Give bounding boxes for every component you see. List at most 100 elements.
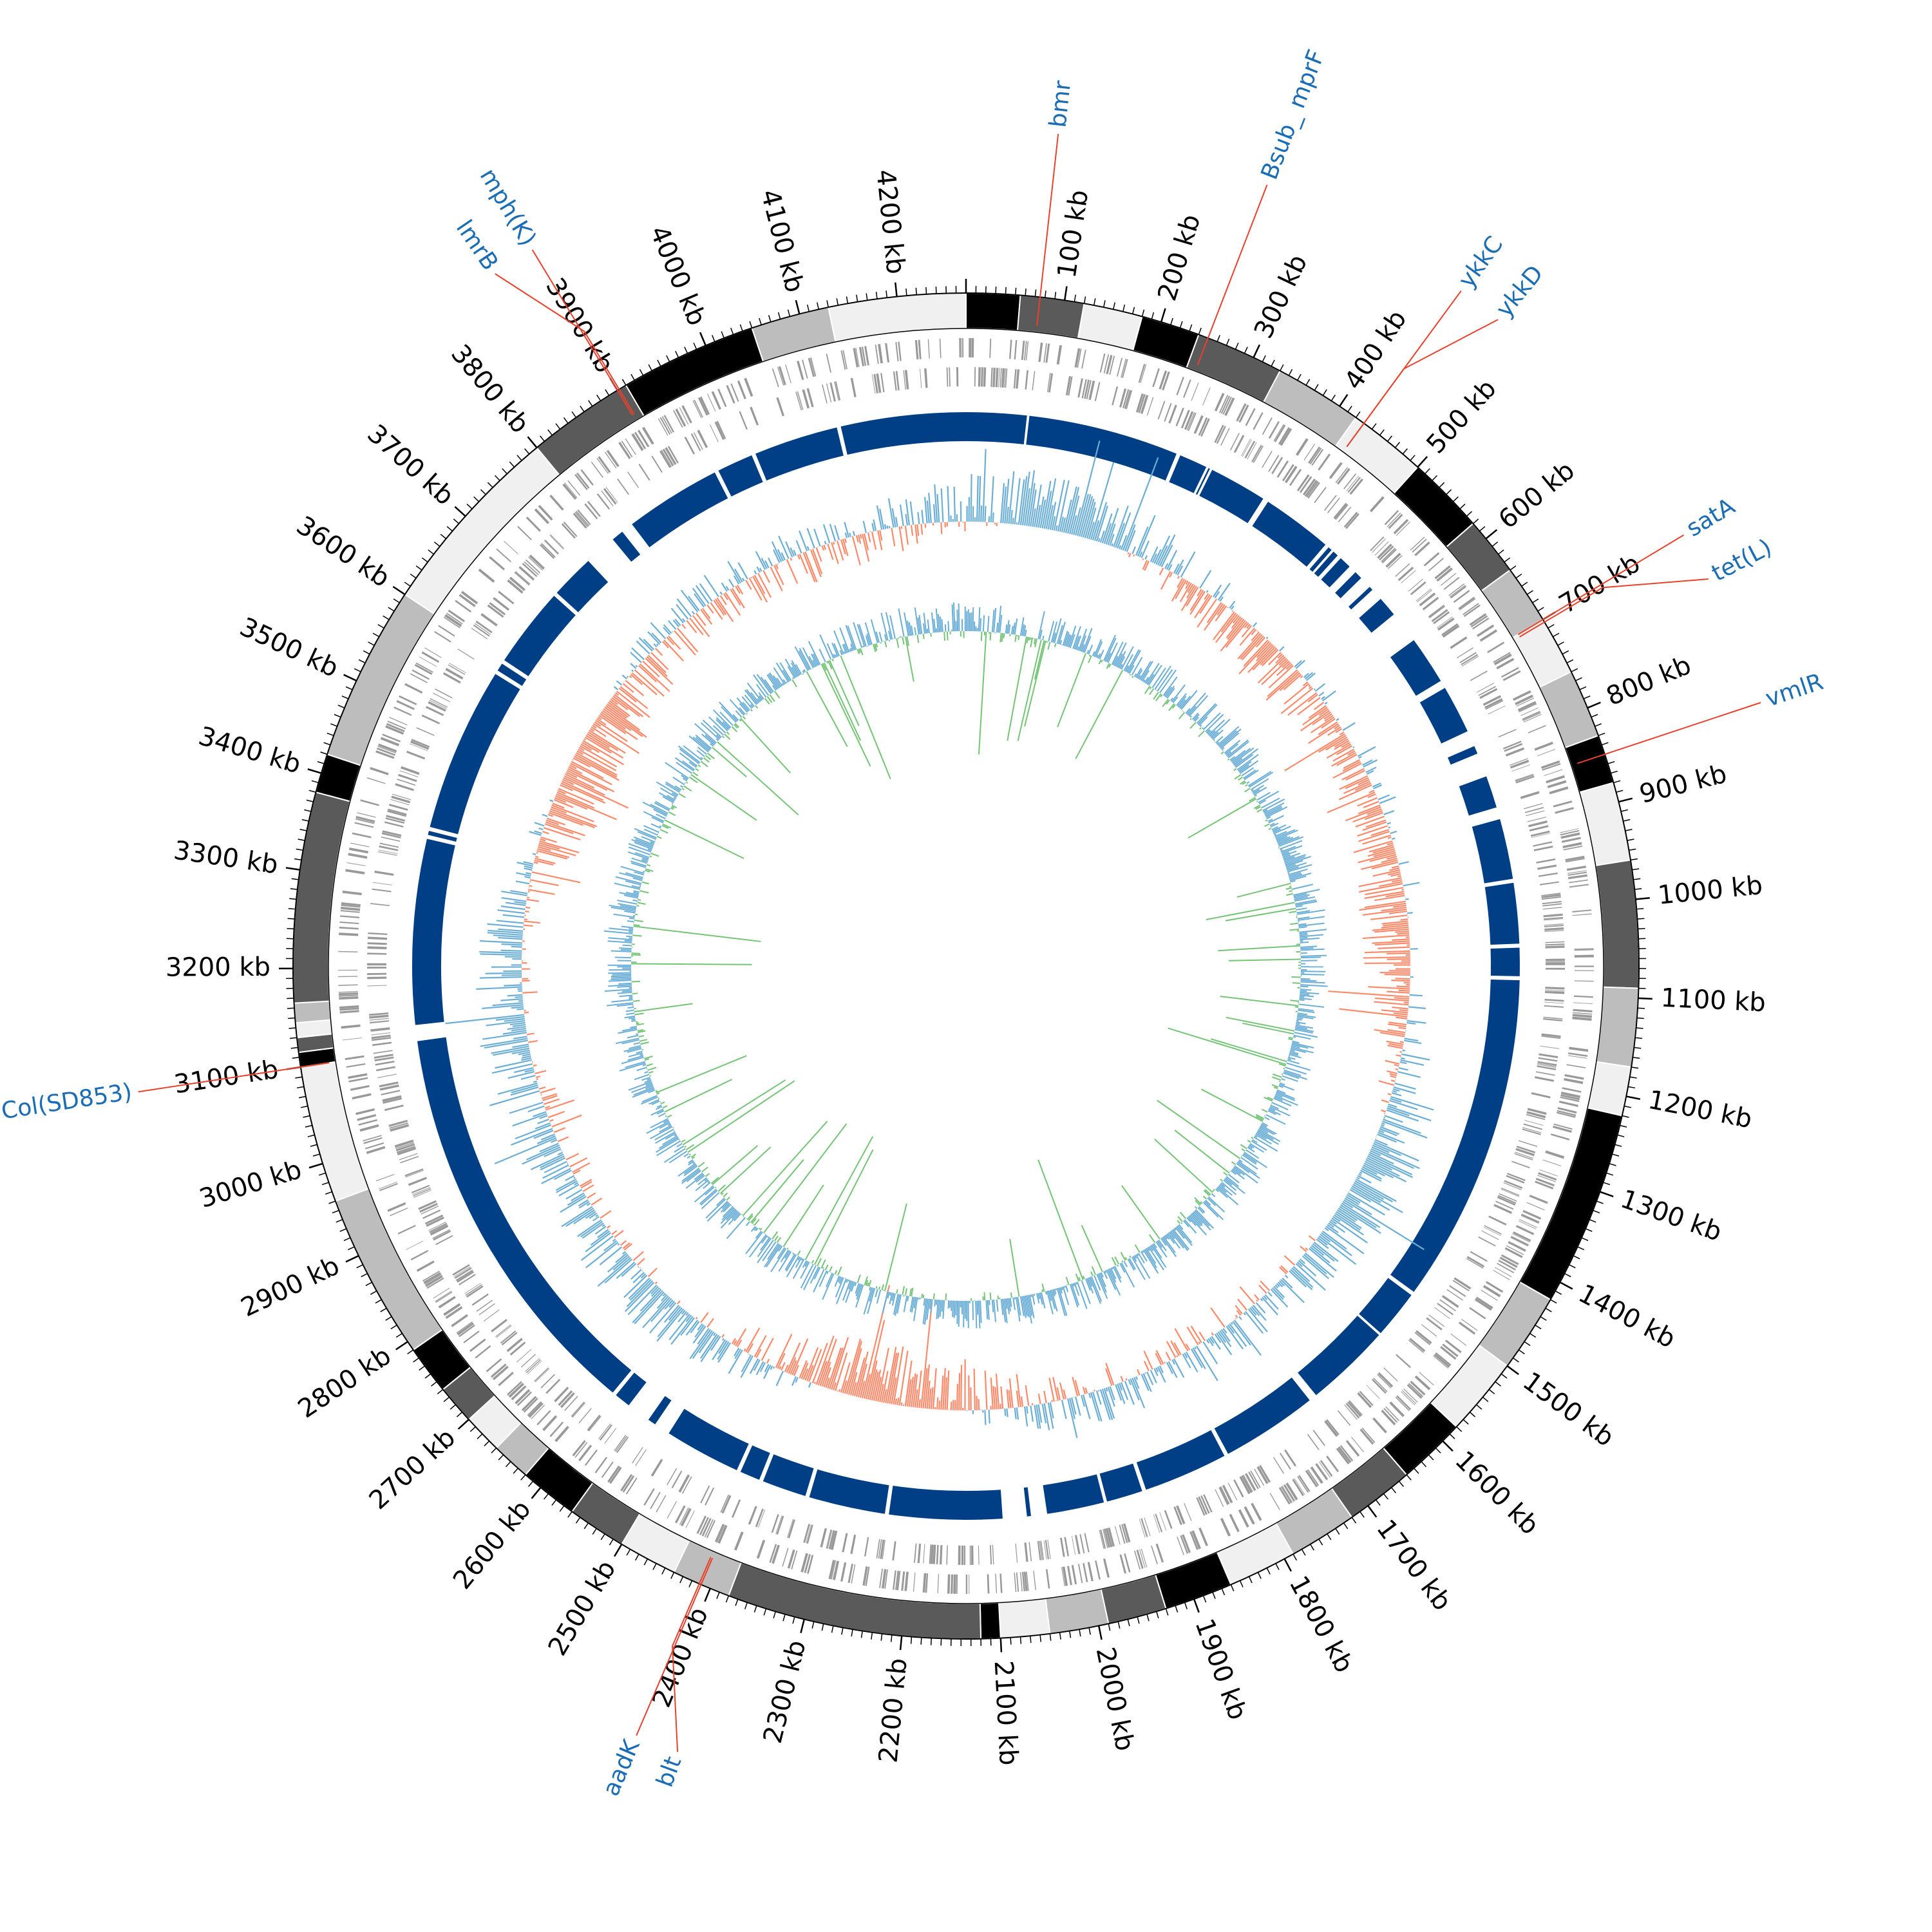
minor-tick <box>433 542 440 547</box>
gc-content-bar <box>1313 701 1325 710</box>
gc-skew-bar <box>736 697 750 712</box>
cds-mark <box>700 1485 710 1504</box>
gc-content-bar <box>1255 1302 1266 1314</box>
cds-mark <box>562 483 577 500</box>
gc-skew-bar <box>603 930 633 934</box>
gc-skew-bar <box>1088 644 1094 655</box>
gc-content-bar <box>1217 604 1226 616</box>
gc-content-bar <box>630 652 642 663</box>
gc-skew-bar <box>722 735 725 739</box>
gc-skew-bar <box>1224 1178 1233 1186</box>
gc-content-bar <box>1139 551 1143 558</box>
cds-mark <box>1218 395 1229 413</box>
blast-hit <box>740 1445 770 1480</box>
gc-skew-bar <box>1128 665 1135 674</box>
gene-label: satA <box>1682 493 1740 542</box>
minor-tick <box>453 518 460 524</box>
gc-content-bar <box>523 861 534 866</box>
gene-label-leader <box>138 1062 330 1093</box>
gc-skew-bar <box>1111 641 1124 665</box>
gc-content-bar <box>534 830 542 835</box>
minor-tick <box>1034 289 1037 297</box>
cds-mark <box>1515 773 1534 781</box>
gc-content-bar <box>815 1336 835 1385</box>
gc-skew-bar <box>1300 989 1312 991</box>
minor-tick <box>368 641 375 646</box>
cds-mark <box>1222 396 1232 415</box>
gc-content-bar <box>1388 1103 1397 1108</box>
gc-skew-bar <box>625 872 643 878</box>
gc-skew-bar <box>1300 956 1321 959</box>
gc-content-bar <box>1270 1289 1289 1308</box>
cds-mark <box>1545 967 1565 970</box>
gc-content-bar <box>1141 1374 1150 1391</box>
gc-content-bar <box>1159 1365 1164 1374</box>
cds-mark <box>778 366 786 386</box>
cds-mark <box>1572 1014 1592 1018</box>
gc-content-bar <box>1283 1255 1296 1266</box>
gc-skew-bar <box>1289 911 1297 914</box>
cds-mark <box>1478 686 1496 696</box>
cds-mark <box>389 1122 408 1129</box>
gc-skew-bar <box>1271 826 1278 831</box>
gc-content-bar <box>654 647 663 656</box>
cds-mark <box>1202 387 1211 406</box>
cds-mark <box>1220 1486 1230 1505</box>
gc-content-bar <box>1219 596 1224 602</box>
minor-tick <box>306 799 314 802</box>
gc-content-bar <box>1143 1361 1150 1372</box>
cds-mark <box>549 495 564 511</box>
gc-skew-bar <box>945 1293 947 1301</box>
gc-content-bar <box>976 476 979 522</box>
gc-skew-bar <box>739 719 742 722</box>
cds-mark <box>1419 592 1436 607</box>
gc-content-bar <box>1356 1177 1360 1180</box>
minor-tick <box>1482 1396 1489 1403</box>
cds-mark <box>435 1235 453 1245</box>
cds-mark <box>1436 616 1453 629</box>
gc-skew-bar <box>663 1119 669 1124</box>
gc-content-bar <box>895 516 898 527</box>
gc-skew-bar <box>1296 910 1311 914</box>
gc-skew-bar <box>822 1273 835 1300</box>
gc-content-bar <box>1283 683 1310 705</box>
gc-content-bar <box>656 1295 669 1309</box>
gc-skew-bar <box>855 1283 860 1294</box>
gc-skew-bar <box>680 785 683 788</box>
cds-mark <box>1307 1469 1320 1486</box>
gc-content-bar <box>488 929 523 934</box>
gc-skew-bar <box>1265 819 1268 822</box>
gc-content-bar <box>526 1144 560 1160</box>
gc-content-bar <box>1361 759 1373 766</box>
gc-content-bar <box>1238 641 1271 675</box>
gc-content-bar <box>940 522 943 535</box>
cds-mark <box>804 1554 811 1573</box>
gc-content-bar <box>1187 583 1194 593</box>
cds-mark <box>800 1553 808 1573</box>
gc-skew-bar <box>896 638 900 649</box>
gc-content-bar <box>1374 1001 1409 1006</box>
gc-content-bar <box>1244 1311 1264 1334</box>
gc-content-bar <box>914 1389 918 1408</box>
gc-skew-bar <box>887 1291 890 1299</box>
gc-skew-bar <box>1018 635 1020 640</box>
gc-skew-bar <box>1274 833 1277 836</box>
major-tick <box>895 282 898 297</box>
gc-skew-bar <box>1194 1197 1202 1205</box>
gc-skew-bar <box>1288 1038 1293 1041</box>
cds-mark <box>697 430 708 448</box>
gc-content-bar <box>587 733 611 748</box>
gc-content-bar <box>859 534 862 539</box>
gc-content-bar <box>537 1119 549 1124</box>
gc-skew-bar <box>650 1108 664 1116</box>
cds-mark <box>348 1077 368 1083</box>
blast-hit <box>1026 415 1177 481</box>
gc-skew-bar <box>1131 1256 1146 1280</box>
cds-mark <box>1216 426 1226 444</box>
tick-label: 500 kb <box>1421 374 1502 460</box>
gc-content-bar <box>700 609 713 625</box>
gc-skew-bar <box>649 1075 651 1077</box>
gc-skew-bar <box>656 813 666 820</box>
gc-skew-bar <box>1291 1045 1300 1048</box>
minor-tick <box>1165 1608 1169 1616</box>
